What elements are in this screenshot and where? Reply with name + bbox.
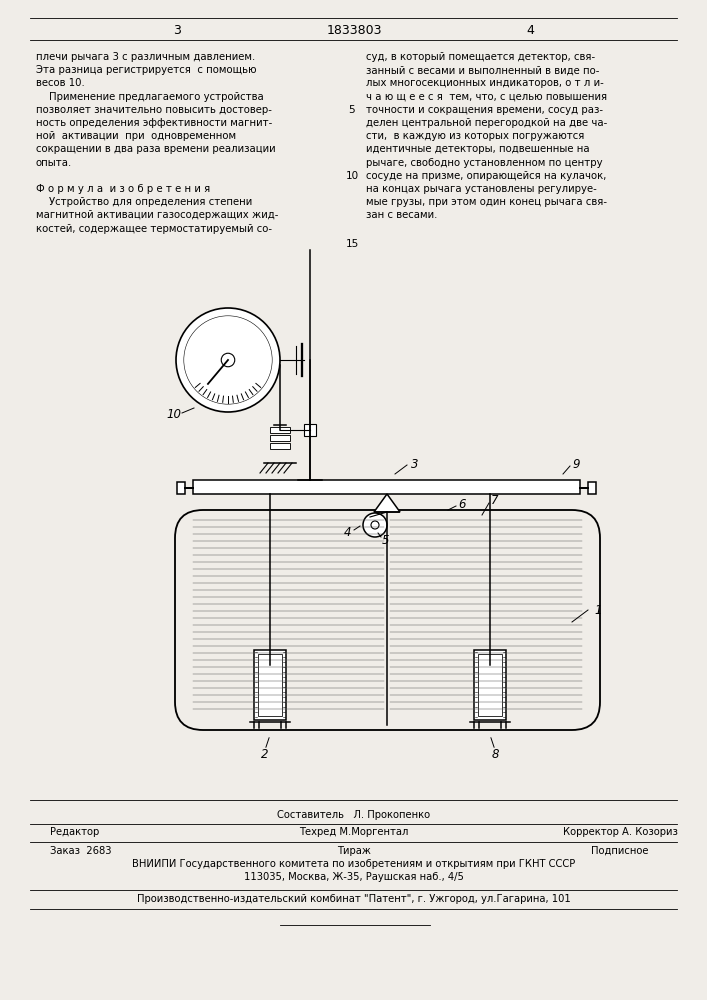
Text: весов 10.: весов 10. <box>36 78 85 88</box>
Text: Техред М.Моргентал: Техред М.Моргентал <box>299 827 409 837</box>
Text: опыта.: опыта. <box>36 158 72 168</box>
Circle shape <box>363 513 387 537</box>
Text: 1: 1 <box>595 603 602 616</box>
Text: 113035, Москва, Ж-35, Раушская наб., 4/5: 113035, Москва, Ж-35, Раушская наб., 4/5 <box>244 872 464 882</box>
Bar <box>193 480 580 494</box>
Circle shape <box>221 353 235 367</box>
Circle shape <box>371 521 379 529</box>
Text: 9: 9 <box>572 458 580 472</box>
Text: суд, в который помещается детектор, свя-: суд, в который помещается детектор, свя- <box>366 52 595 62</box>
Text: Составитель   Л. Прокопенко: Составитель Л. Прокопенко <box>277 810 431 820</box>
Text: 1833803: 1833803 <box>326 23 382 36</box>
Text: 2: 2 <box>262 748 269 762</box>
Bar <box>270 427 290 433</box>
Text: Корректор А. Козориз: Корректор А. Козориз <box>563 827 677 837</box>
Text: Устройство для определения степени: Устройство для определения степени <box>36 197 252 207</box>
Text: магнитной активации газосодержащих жид-: магнитной активации газосодержащих жид- <box>36 210 279 220</box>
Text: костей, содержащее термостатируемый со-: костей, содержащее термостатируемый со- <box>36 224 272 234</box>
Text: 7: 7 <box>491 493 498 506</box>
Text: Применение предлагаемого устройства: Применение предлагаемого устройства <box>36 92 264 102</box>
Bar <box>270 443 290 449</box>
Text: делен центральной перегородкой на две ча-: делен центральной перегородкой на две ча… <box>366 118 607 128</box>
Text: Ф о р м у л а  и з о б р е т е н и я: Ф о р м у л а и з о б р е т е н и я <box>36 184 210 194</box>
Text: Производственно-издательский комбинат "Патент", г. Ужгород, ул.Гагарина, 101: Производственно-издательский комбинат "П… <box>137 894 571 904</box>
Text: Редактор: Редактор <box>50 827 99 837</box>
Text: сосуде на призме, опирающейся на кулачок,: сосуде на призме, опирающейся на кулачок… <box>366 171 607 181</box>
Text: Эта разница регистрируется  с помощью: Эта разница регистрируется с помощью <box>36 65 257 75</box>
Text: 4: 4 <box>526 23 534 36</box>
Text: идентичные детекторы, подвешенные на: идентичные детекторы, подвешенные на <box>366 144 590 154</box>
Text: 3: 3 <box>411 458 419 471</box>
Text: Подписное: Подписное <box>591 846 649 856</box>
Bar <box>270 435 290 441</box>
Bar <box>258 654 282 716</box>
Text: 8: 8 <box>491 748 498 762</box>
Text: плечи рычага 3 с различным давлением.: плечи рычага 3 с различным давлением. <box>36 52 255 62</box>
Text: мые грузы, при этом один конец рычага свя-: мые грузы, при этом один конец рычага св… <box>366 197 607 207</box>
Polygon shape <box>374 494 400 512</box>
Text: сокращении в два раза времени реализации: сокращении в два раза времени реализации <box>36 144 276 154</box>
Text: позволяет значительно повысить достовер-: позволяет значительно повысить достовер- <box>36 105 272 115</box>
Circle shape <box>176 308 280 412</box>
Bar <box>304 424 316 436</box>
Text: занный с весами и выполненный в виде по-: занный с весами и выполненный в виде по- <box>366 65 600 75</box>
Text: на концах рычага установлены регулируе-: на концах рычага установлены регулируе- <box>366 184 597 194</box>
Text: ность определения эффективности магнит-: ность определения эффективности магнит- <box>36 118 272 128</box>
Bar <box>177 482 185 494</box>
Bar <box>254 650 286 720</box>
Bar <box>478 654 502 716</box>
Text: 6: 6 <box>458 498 466 512</box>
Text: 4: 4 <box>344 526 352 538</box>
Text: 10: 10 <box>346 171 358 181</box>
Text: 15: 15 <box>346 239 358 249</box>
Text: 10: 10 <box>167 408 182 422</box>
Bar <box>588 482 596 494</box>
Bar <box>474 650 506 720</box>
Text: Тираж: Тираж <box>337 846 371 856</box>
Text: Заказ  2683: Заказ 2683 <box>50 846 112 856</box>
Text: 5: 5 <box>349 105 356 115</box>
Text: 5: 5 <box>382 534 390 546</box>
Text: ч а ю щ е е с я  тем, что, с целью повышения: ч а ю щ е е с я тем, что, с целью повыше… <box>366 92 607 102</box>
Text: лых многосекционных индикаторов, о т л и-: лых многосекционных индикаторов, о т л и… <box>366 78 604 88</box>
Text: сти,  в каждую из которых погружаются: сти, в каждую из которых погружаются <box>366 131 585 141</box>
Text: рычаге, свободно установленном по центру: рычаге, свободно установленном по центру <box>366 158 602 168</box>
Text: точности и сокращения времени, сосуд раз-: точности и сокращения времени, сосуд раз… <box>366 105 603 115</box>
Text: зан с весами.: зан с весами. <box>366 210 438 220</box>
Text: 3: 3 <box>173 23 181 36</box>
Text: ВНИИПИ Государственного комитета по изобретениям и открытиям при ГКНТ СССР: ВНИИПИ Государственного комитета по изоб… <box>132 859 575 869</box>
Text: ной  активации  при  одновременном: ной активации при одновременном <box>36 131 236 141</box>
